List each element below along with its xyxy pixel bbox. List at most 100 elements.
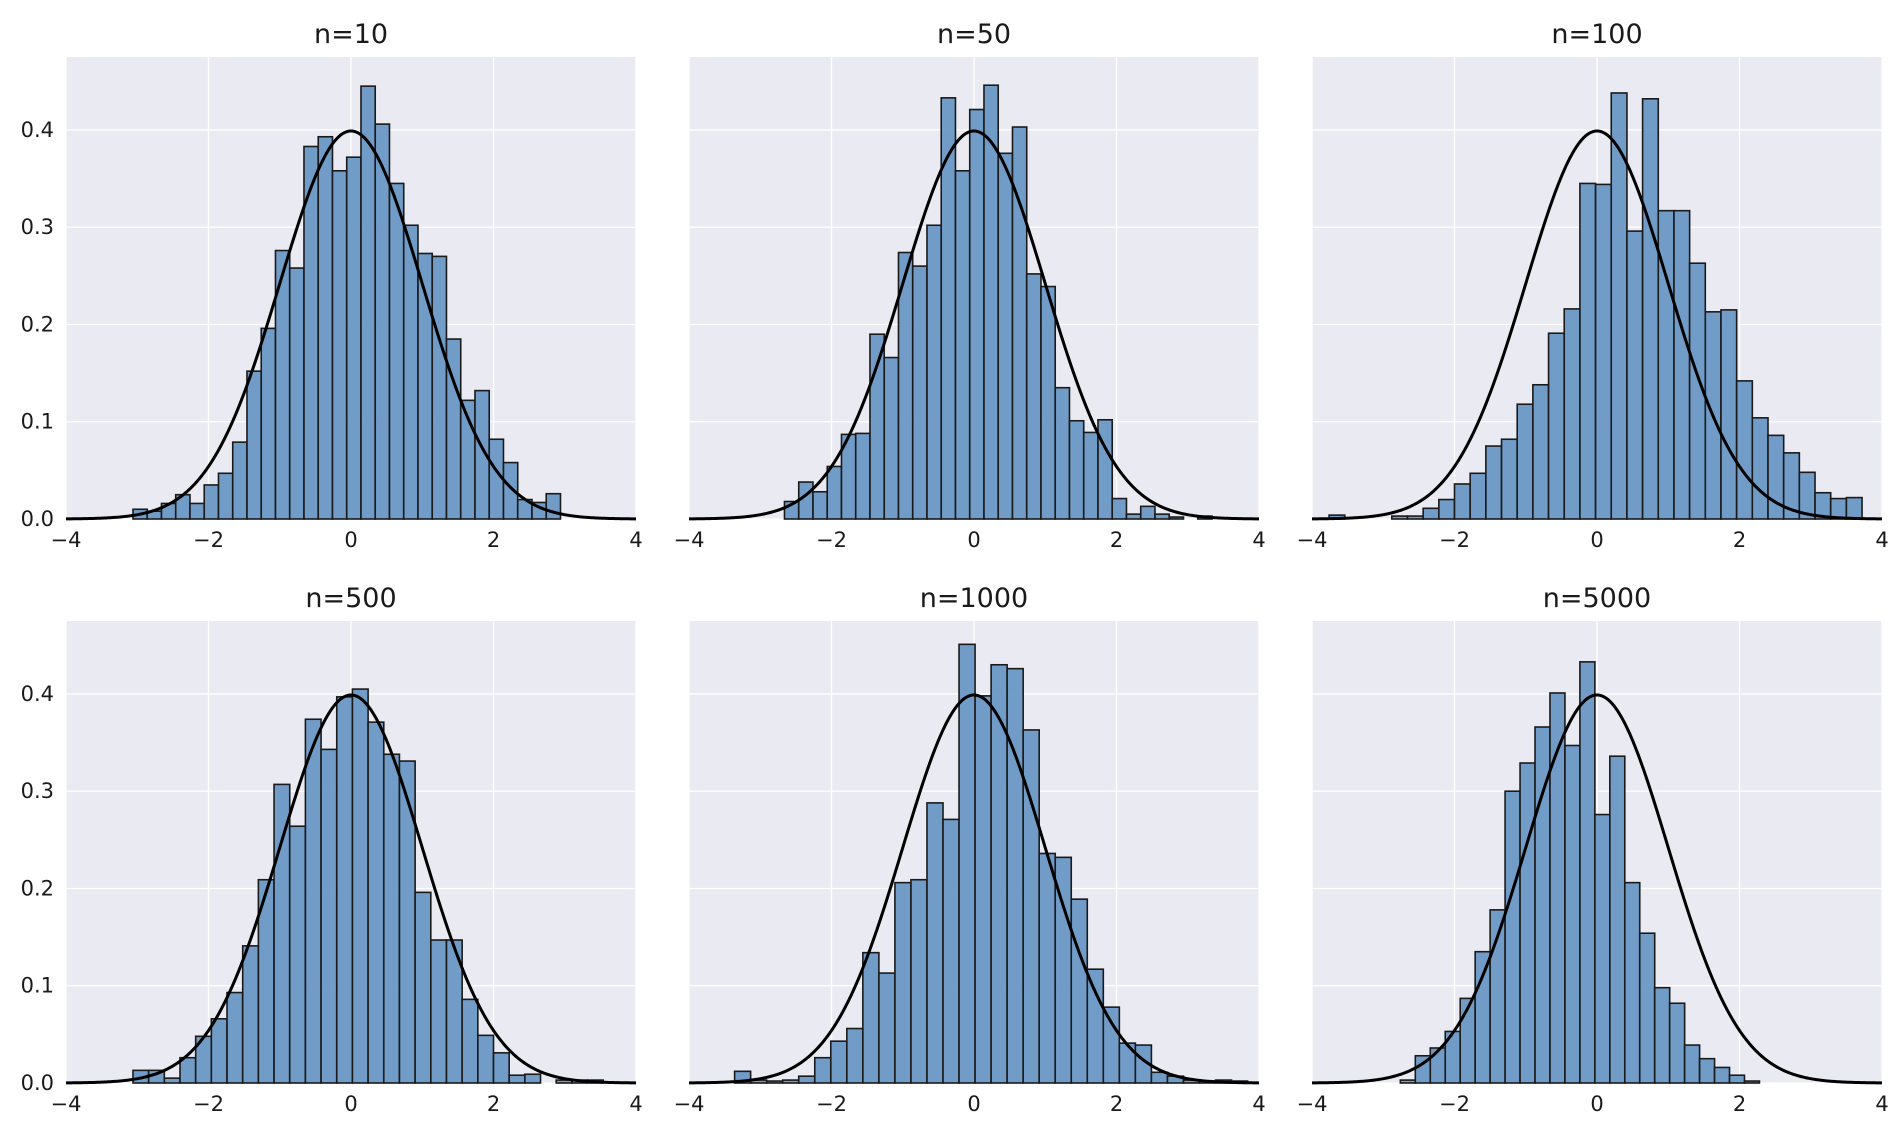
histogram-bar bbox=[492, 1052, 510, 1084]
histogram-bar bbox=[1641, 98, 1660, 520]
histogram-bar bbox=[1683, 1044, 1701, 1084]
x-tick-label: 2 bbox=[487, 528, 500, 552]
x-tick-label: −4 bbox=[51, 1092, 82, 1116]
histogram-bar bbox=[210, 1018, 228, 1084]
panel-title: n=10 bbox=[314, 19, 388, 50]
y-tick-label: 0.3 bbox=[21, 215, 54, 239]
histogram-bar bbox=[1070, 898, 1089, 1084]
histogram-bar bbox=[246, 370, 263, 520]
x-tick-label: 0 bbox=[1590, 1092, 1603, 1116]
x-tick-label: 0 bbox=[967, 1092, 980, 1116]
histogram-bar bbox=[926, 224, 943, 520]
histogram-bar bbox=[1638, 932, 1656, 1084]
x-tick-label: −4 bbox=[51, 528, 82, 552]
bars bbox=[1328, 92, 1863, 520]
histogram-bar bbox=[1579, 182, 1597, 520]
histogram-bar bbox=[1054, 386, 1071, 520]
histogram-bar bbox=[940, 97, 957, 520]
histogram-bar bbox=[878, 972, 896, 1084]
y-tick-label: 0.2 bbox=[21, 876, 54, 900]
normal-pdf-curve bbox=[65, 129, 637, 521]
x-tick-label: 4 bbox=[629, 1092, 642, 1116]
histogram-bar bbox=[461, 998, 479, 1084]
histogram-bar bbox=[942, 818, 960, 1084]
bars bbox=[783, 84, 1213, 520]
x-tick-label: 4 bbox=[1252, 1092, 1265, 1116]
histogram-bar bbox=[968, 108, 985, 520]
histogram-bar bbox=[1025, 273, 1042, 520]
histogram-bar bbox=[217, 472, 234, 520]
chart-panel-6: n=5000 −4 −2 0 2 4 bbox=[1297, 583, 1889, 1116]
x-tick-label: −2 bbox=[193, 528, 224, 552]
x-tick-label: 0 bbox=[344, 528, 357, 552]
histogram-bar bbox=[1594, 813, 1611, 1084]
histogram-bar bbox=[1698, 1057, 1716, 1084]
panel-title: n=500 bbox=[305, 583, 396, 614]
x-tick-label: 4 bbox=[1875, 528, 1888, 552]
histogram-bar bbox=[163, 1077, 181, 1084]
histogram-bar bbox=[1438, 498, 1456, 520]
x-tick-label: 2 bbox=[1110, 528, 1123, 552]
histogram-bar bbox=[317, 135, 334, 520]
histogram-bar bbox=[1720, 309, 1738, 520]
histogram-bar bbox=[813, 1056, 832, 1084]
histogram-bar bbox=[320, 748, 338, 1084]
chart-panel-3: n=100 −4 −2 0 2 4 bbox=[1297, 19, 1889, 552]
histogram-bar bbox=[826, 465, 843, 520]
histogram-bar bbox=[829, 1040, 848, 1084]
histogram-bar bbox=[1728, 1074, 1746, 1084]
panel-title: n=1000 bbox=[920, 583, 1028, 614]
histogram-bar bbox=[273, 783, 291, 1084]
histogram-bar bbox=[382, 753, 401, 1084]
histogram-bar bbox=[203, 484, 220, 520]
normal-pdf-curve bbox=[688, 693, 1260, 1085]
histogram-bar bbox=[1653, 986, 1671, 1084]
histogram-bar bbox=[179, 1056, 197, 1084]
histogram-bar bbox=[1429, 1047, 1447, 1084]
histogram-bar bbox=[1139, 505, 1156, 520]
bars bbox=[1399, 661, 1761, 1084]
histogram-bar bbox=[797, 1075, 816, 1084]
histogram-bar bbox=[733, 1070, 752, 1084]
y-tick-label: 0.4 bbox=[21, 682, 54, 706]
chart-panel-5: n=1000 −4 −2 0 2 4 bbox=[674, 583, 1266, 1116]
histogram-bar bbox=[398, 760, 416, 1084]
histogram-bar bbox=[231, 441, 248, 520]
histogram-bar bbox=[1154, 513, 1171, 520]
histogram-bar bbox=[765, 1080, 784, 1084]
histogram-bar bbox=[1579, 661, 1596, 1084]
histogram-bar bbox=[1006, 667, 1024, 1084]
histogram-bar bbox=[1713, 1066, 1731, 1084]
histogram-bar bbox=[926, 802, 944, 1084]
histogram-bar bbox=[1102, 1006, 1121, 1084]
histogram-bar bbox=[1563, 308, 1581, 520]
histogram-bar bbox=[1422, 507, 1440, 520]
histogram-bar bbox=[862, 951, 880, 1084]
x-tick-label: −2 bbox=[1439, 1092, 1470, 1116]
histogram-bar bbox=[1168, 516, 1185, 520]
histogram-bar bbox=[335, 696, 354, 1084]
histogram-bar bbox=[846, 1027, 864, 1084]
y-tick-label: 0.0 bbox=[21, 1071, 54, 1095]
histogram-bar bbox=[1469, 472, 1487, 520]
y-tick-label: 0.0 bbox=[21, 507, 54, 531]
x-tick-label: 2 bbox=[1733, 1092, 1746, 1116]
histogram-bar bbox=[958, 643, 976, 1084]
y-tick-label: 0.1 bbox=[21, 410, 54, 434]
histogram-bar bbox=[883, 356, 900, 520]
x-tick-label: 2 bbox=[1110, 1092, 1123, 1116]
histogram-bar bbox=[1040, 285, 1057, 520]
histogram-bar bbox=[910, 878, 928, 1084]
histogram-bar bbox=[502, 461, 519, 520]
histogram-bar bbox=[1500, 438, 1519, 520]
x-tick-label: 4 bbox=[629, 528, 642, 552]
histogram-bar bbox=[304, 718, 322, 1084]
histogram-bar bbox=[1594, 183, 1613, 520]
histogram-bar bbox=[402, 224, 419, 520]
histogram-bar bbox=[241, 945, 260, 1084]
normal-pdf-curve bbox=[65, 693, 637, 1085]
y-tick-label: 0.2 bbox=[21, 312, 54, 336]
normal-pdf-curve bbox=[1311, 693, 1883, 1085]
histogram-bar bbox=[1735, 380, 1754, 520]
histogram-bar bbox=[894, 881, 912, 1084]
